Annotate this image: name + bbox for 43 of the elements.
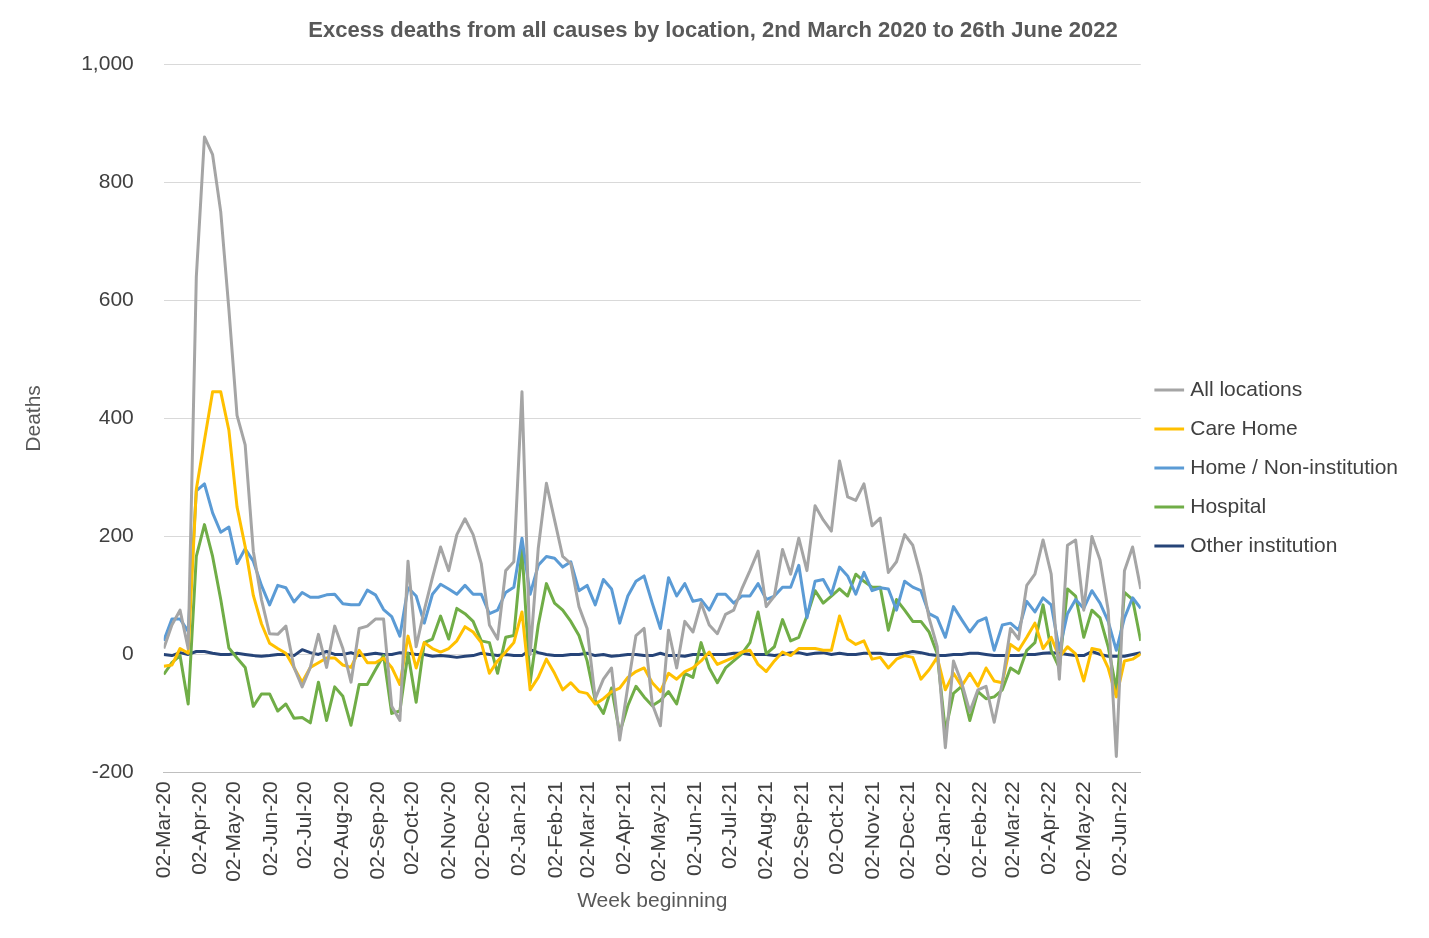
x-tick-label: 02-Oct-20 <box>399 781 423 875</box>
y-tick-label: 200 <box>98 523 134 547</box>
x-tick-label: 02-May-20 <box>221 781 245 882</box>
x-tick-label: 02-Sep-21 <box>789 781 813 880</box>
y-tick-label: 1,000 <box>81 51 134 75</box>
x-tick-label: 02-Apr-21 <box>611 781 635 875</box>
chart-title: Excess deaths from all causes by location, 2nd March 2020 to 26th June 2022 <box>308 17 1118 43</box>
x-tick-label: 02-Apr-20 <box>186 781 210 875</box>
y-tick-label: 800 <box>98 169 134 193</box>
x-tick-label: 02-Mar-21 <box>575 781 599 879</box>
x-tick-label: 02-Jan-21 <box>506 781 530 876</box>
x-tick-label: 02-Apr-22 <box>1035 781 1059 875</box>
x-tick-label: 02-Feb-22 <box>967 781 991 879</box>
x-tick-label: 02-Jul-21 <box>716 781 740 869</box>
x-tick-label: 02-Feb-21 <box>542 781 566 879</box>
x-tick-label: 02-Aug-20 <box>328 781 352 880</box>
x-tick-label: 02-Jan-22 <box>930 781 954 876</box>
y-tick-label: 600 <box>98 287 134 311</box>
x-tick-label: 02-Jun-22 <box>1106 781 1130 876</box>
x-tick-label: 02-Sep-20 <box>364 781 388 880</box>
x-tick-label: 02-Nov-20 <box>435 781 459 880</box>
legend-label: Other institution <box>1190 532 1338 556</box>
legend-label: All locations <box>1190 376 1303 400</box>
x-tick-label: 02-Mar-20 <box>150 781 174 879</box>
legend-label: Hospital <box>1190 493 1267 517</box>
x-tick-label: 02-Aug-21 <box>753 781 777 880</box>
x-tick-label: 02-Dec-20 <box>470 781 494 880</box>
x-tick-label: 02-Jul-20 <box>292 781 316 869</box>
x-tick-label: 02-May-21 <box>646 781 670 882</box>
y-tick-label: -200 <box>91 759 134 783</box>
x-tick-label: 02-Mar-22 <box>999 781 1023 879</box>
x-tick-label: 02-May-22 <box>1070 781 1094 882</box>
x-axis-title: Week beginning <box>577 888 728 912</box>
x-tick-label: 02-Oct-21 <box>823 781 847 875</box>
x-tick-label: 02-Jun-20 <box>257 781 281 876</box>
y-axis-title: Deaths <box>21 385 45 452</box>
y-tick-label: 400 <box>98 405 134 429</box>
legend-label: Care Home <box>1190 415 1298 439</box>
y-tick-label: 0 <box>122 641 134 665</box>
x-tick-label: 02-Dec-21 <box>894 781 918 880</box>
legend-label: Home / Non-institution <box>1190 454 1399 478</box>
x-tick-label: 02-Jun-21 <box>682 781 706 876</box>
x-tick-label: 02-Nov-21 <box>860 781 884 880</box>
